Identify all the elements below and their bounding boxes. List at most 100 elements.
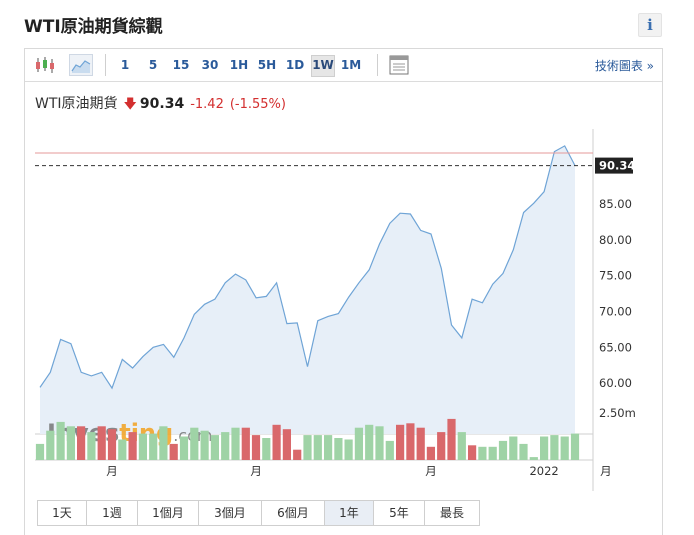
timeframe-30[interactable]: 30	[201, 58, 219, 72]
volume-bar	[324, 435, 333, 460]
y-tick-label: 75.00	[599, 269, 632, 283]
y-tick-label: 85.00	[599, 197, 632, 211]
table-view-icon[interactable]	[387, 54, 411, 76]
volume-bar	[519, 443, 528, 460]
timeframe-15[interactable]: 15	[172, 58, 190, 72]
volume-bar	[179, 436, 189, 460]
price-change: -1.42	[190, 97, 224, 112]
volume-bar	[251, 435, 261, 460]
toolbar-divider	[105, 54, 106, 76]
volume-bar	[190, 427, 199, 460]
volume-bar	[282, 429, 291, 460]
last-price: 90.34	[139, 96, 185, 112]
candlestick-icon[interactable]	[33, 54, 57, 76]
volume-bar	[509, 436, 518, 460]
x-tick-label: 月	[600, 464, 612, 478]
y-tick-label: 80.00	[599, 233, 632, 247]
volume-bar	[344, 439, 353, 460]
instrument-name: WTI原油期貨	[35, 96, 118, 112]
timeframe-1m[interactable]: 1M	[340, 58, 362, 72]
x-tick-label: 2022	[529, 464, 558, 478]
timeframe-1[interactable]: 1	[120, 58, 130, 72]
range-button[interactable]: 1天	[38, 501, 87, 525]
volume-bar	[313, 435, 322, 460]
price-line	[39, 145, 576, 390]
toolbar-divider	[377, 54, 378, 76]
timeframe-5h[interactable]: 5H	[257, 58, 277, 72]
volume-bar	[272, 424, 281, 460]
down-arrow-icon: 🡇	[123, 97, 137, 112]
x-tick-label: 月	[106, 464, 118, 478]
range-button[interactable]: 3個月	[199, 501, 262, 525]
volume-bar	[468, 445, 477, 460]
range-button[interactable]: 1個月	[138, 501, 199, 525]
range-button[interactable]: 6個月	[262, 501, 325, 525]
volume-bar	[447, 418, 456, 460]
volume-bar	[550, 435, 559, 460]
volume-bar	[241, 427, 250, 460]
volume-bar	[169, 443, 178, 460]
volume-bar	[118, 439, 127, 460]
volume-bar	[437, 432, 446, 460]
range-button[interactable]: 最長	[439, 506, 464, 520]
price-area	[40, 145, 575, 434]
volume-bar	[375, 426, 384, 460]
price-chart[interactable]: Investing.com 60.0065.0070.0075.0080.008…	[25, 81, 662, 491]
timeframe-5[interactable]: 5	[148, 58, 158, 72]
chart-toolbar: 1 5 15 30 1H 5H 1D 1W 1M 技術圖表 »	[25, 49, 662, 82]
timeframe-1h[interactable]: 1H	[229, 58, 249, 72]
volume-bar	[570, 433, 580, 460]
volume-bar	[498, 440, 508, 460]
volume-bar	[488, 446, 497, 460]
volume-bar	[385, 440, 394, 460]
volume-bar	[396, 424, 405, 460]
volume-bar	[457, 432, 466, 460]
volume-bar	[138, 433, 147, 460]
volume-bar	[210, 435, 219, 460]
volume-bar	[97, 426, 106, 460]
volume-bar	[262, 438, 271, 460]
x-tick-label: 月	[425, 464, 437, 478]
technical-chart-link[interactable]: 技術圖表 »	[594, 59, 654, 73]
volume-bar	[159, 426, 168, 460]
volume-bar	[560, 436, 569, 460]
volume-bar	[35, 443, 45, 460]
volume-bar	[107, 429, 117, 460]
y-tick-label: 65.00	[599, 340, 632, 354]
volume-bar	[66, 426, 75, 460]
volume-bar	[426, 446, 435, 460]
timeframe-1w[interactable]: 1W	[311, 55, 335, 77]
price-change-percent: (-1.55%)	[229, 97, 286, 112]
volume-bar	[128, 432, 137, 460]
volume-bar	[416, 427, 425, 460]
volume-bar	[540, 436, 549, 460]
volume-bar	[334, 438, 343, 460]
volume-bar	[478, 446, 487, 460]
volume-bar	[406, 423, 415, 460]
info-button[interactable]: i	[638, 13, 662, 37]
range-button[interactable]: 1週	[87, 501, 138, 525]
chart-panel: 1 5 15 30 1H 5H 1D 1W 1M 技術圖表 » WTI原油期貨 🡇 90.34 -1.…	[24, 48, 663, 535]
page-title: WTI原油期貨綜觀	[24, 17, 163, 37]
y-axis: 60.00 65.00 70.00 75.00 80.00 85.00 90.34 2.50m	[595, 157, 636, 420]
volume-bar	[87, 432, 96, 460]
range-selector: 1天 1週 1個月 3個月 6個月 1年 5年 最長	[37, 500, 480, 526]
volume-bar	[365, 424, 374, 460]
last-price-tag	[595, 157, 633, 174]
range-button[interactable]: 1年	[325, 501, 374, 525]
price-markers	[35, 152, 593, 167]
volume-bar	[149, 433, 158, 460]
quote-summary: WTI原油期貨 🡇 90.34 -1.42 (-1.55%)	[35, 93, 286, 117]
timeframe-1d[interactable]: 1D	[285, 58, 305, 72]
y-tick-label: 60.00	[599, 376, 632, 390]
area-chart-icon[interactable]	[69, 54, 93, 76]
volume-bar	[231, 427, 240, 460]
volume-bar	[529, 457, 538, 460]
volume-bar	[56, 421, 65, 460]
x-axis: 月 月 月 2022 月	[106, 464, 611, 478]
range-button[interactable]: 5年	[374, 501, 425, 525]
volume-bar	[354, 427, 363, 460]
last-price-label: 90.34	[599, 159, 635, 173]
volume-bar	[200, 430, 209, 460]
volume-bar	[221, 432, 230, 460]
